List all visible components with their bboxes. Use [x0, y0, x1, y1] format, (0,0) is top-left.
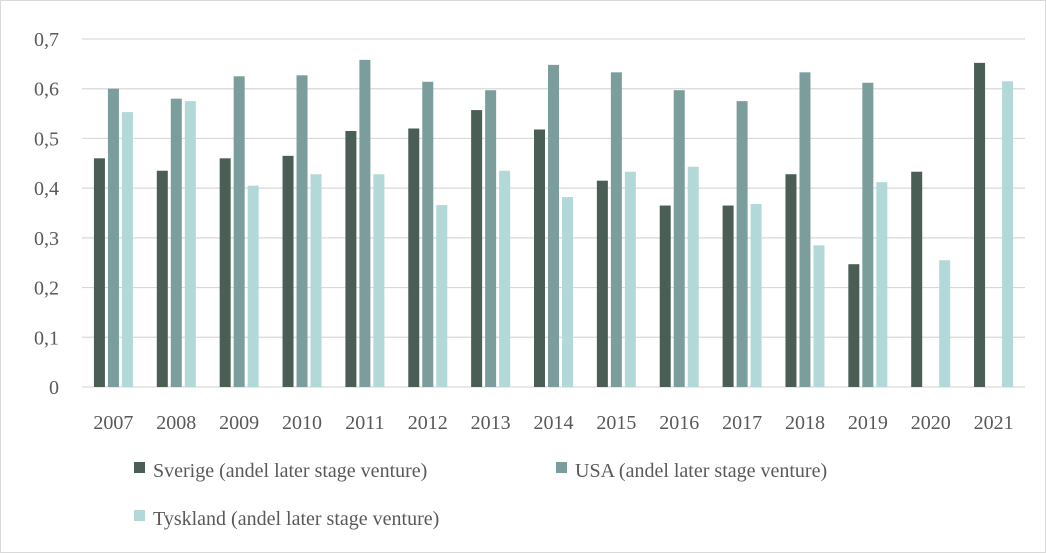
bar: [345, 130, 357, 387]
bar: [121, 112, 133, 387]
bar: [673, 90, 685, 387]
bar: [1002, 81, 1014, 387]
y-tick-label: 0,5: [34, 128, 59, 150]
y-axis-ticks: 0 0,1 0,2 0,3 0,4 0,5 0,6 0,7: [34, 29, 59, 399]
bar: [687, 166, 699, 387]
bar: [184, 101, 196, 388]
x-tick-label: 2010: [282, 412, 322, 434]
y-tick-label: 0,7: [34, 29, 59, 51]
bar: [219, 158, 231, 387]
legend-label: Tyskland (andel later stage venture): [153, 508, 439, 530]
bar: [562, 197, 573, 387]
x-tick-label: 2020: [911, 412, 951, 434]
y-tick-label: 0,6: [34, 79, 59, 101]
x-tick-label: 2013: [471, 412, 511, 434]
y-tick-label: 0: [49, 377, 59, 399]
legend-swatch: [134, 462, 145, 473]
bar: [422, 81, 434, 388]
bar: [799, 72, 811, 388]
x-tick-label: 2012: [408, 412, 448, 434]
x-tick-label: 2007: [93, 412, 133, 434]
x-tick-label: 2011: [345, 412, 384, 434]
legend: Sverige (andel later stage venture) USA (…: [134, 460, 827, 530]
legend-swatch: [556, 462, 567, 473]
y-tick-label: 0,3: [34, 228, 59, 250]
bar: [247, 185, 259, 387]
bar: [408, 128, 420, 387]
x-tick-label: 2019: [848, 412, 888, 434]
bar: [359, 59, 371, 387]
x-tick-label: 2021: [974, 412, 1014, 434]
bar: [499, 170, 511, 387]
bar: [156, 170, 168, 387]
bar: [93, 158, 105, 387]
bar: [170, 98, 182, 388]
bars: [93, 59, 1014, 388]
bar: [610, 72, 622, 388]
legend-label: Sverige (andel later stage venture): [153, 460, 427, 482]
bar: [785, 174, 797, 387]
bar: [596, 180, 608, 387]
bar: [939, 260, 951, 387]
bar: [310, 174, 322, 387]
x-tick-label: 2009: [219, 412, 259, 434]
bar: [534, 129, 545, 388]
bar: [471, 110, 483, 387]
x-tick-label: 2018: [785, 412, 825, 434]
bar: [624, 171, 636, 387]
x-tick-label: 2008: [156, 412, 196, 434]
y-tick-label: 0,4: [34, 178, 59, 200]
x-tick-label: 2016: [659, 412, 699, 434]
bar: [862, 82, 874, 388]
bar: [436, 205, 448, 387]
x-axis-ticks: 2007 2008 2009 2010 2011 2012 2013 2014 2015 2016…: [93, 412, 1013, 434]
bar: [911, 171, 923, 387]
bar: [373, 174, 385, 387]
x-tick-label: 2017: [722, 412, 762, 434]
bar: [813, 245, 825, 387]
legend-swatch: [134, 510, 145, 521]
bar: [736, 101, 748, 388]
bar: [659, 205, 671, 387]
bar: [485, 90, 497, 387]
bar: [722, 205, 734, 387]
y-tick-label: 0,2: [34, 278, 59, 300]
bar: [876, 182, 888, 387]
bar: [974, 62, 986, 388]
x-tick-label: 2015: [596, 412, 636, 434]
legend-label: USA (andel later stage venture): [575, 460, 827, 482]
bar: [282, 155, 294, 387]
x-tick-label: 2014: [534, 412, 574, 434]
bar: [296, 75, 308, 387]
bar: [848, 264, 860, 387]
bar: [107, 88, 119, 387]
y-tick-label: 0,1: [34, 327, 59, 349]
bar: [548, 64, 559, 387]
bar: [750, 204, 762, 387]
bar: [233, 76, 245, 388]
